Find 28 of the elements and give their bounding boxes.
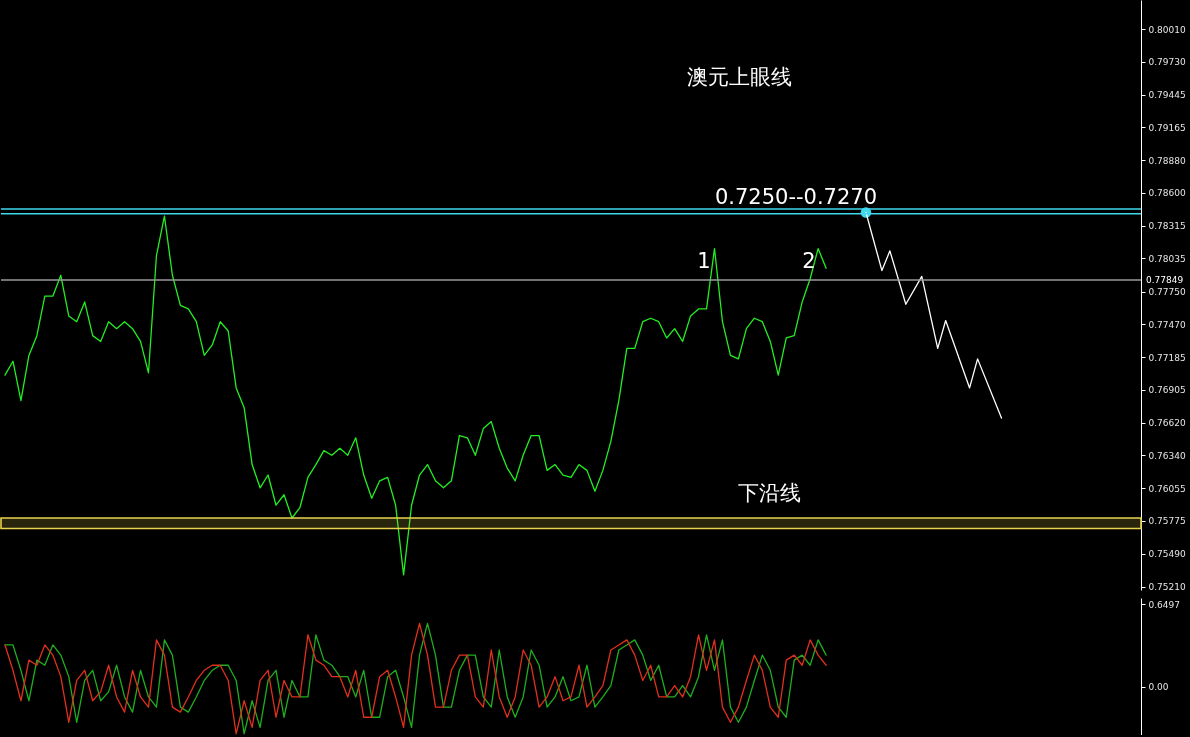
y-tick-label: 0.75775 (1148, 516, 1186, 527)
y-tick-label: 0.79445 (1148, 90, 1186, 101)
y-tick-label: 0.78880 (1148, 155, 1186, 166)
y-tick-label: 0.78315 (1148, 221, 1186, 232)
annotation: 1 (697, 249, 711, 273)
annotation: 2 (802, 249, 816, 273)
y-tick-label: 0.76620 (1148, 418, 1186, 429)
y-tick-label: 0.80010 (1148, 24, 1186, 35)
y-tick-label: 0.77185 (1148, 352, 1186, 363)
band-label: 下沿线 (737, 480, 801, 505)
line-series (4, 622, 827, 735)
y-tick-label: 0.6497 (1148, 599, 1180, 610)
y-tick-label: 0.76905 (1148, 385, 1186, 396)
y-tick-label: 0.78600 (1148, 188, 1186, 199)
text: 澳元上眼线 (686, 65, 792, 89)
annotation: 0.7250--0.7270 (714, 185, 878, 209)
y-tick-label: 0.77470 (1148, 319, 1186, 330)
ref-line-label: 0.77849 (1146, 275, 1184, 286)
y-tick-label: 0.77750 (1148, 287, 1186, 298)
y-tick-label: 0.79730 (1148, 57, 1186, 68)
line-series (4, 215, 827, 576)
y-tick-label: 0.78035 (1148, 253, 1186, 264)
y-tick-label: 0.76055 (1148, 483, 1186, 494)
y-tick-label: 0.79165 (1148, 122, 1186, 133)
y-tick-label: 0.00 (1148, 682, 1169, 693)
y-tick-label: 0.75210 (1148, 582, 1186, 593)
y-tick-label: 0.75490 (1148, 549, 1186, 560)
y-tick-label: 0.76340 (1148, 450, 1186, 461)
